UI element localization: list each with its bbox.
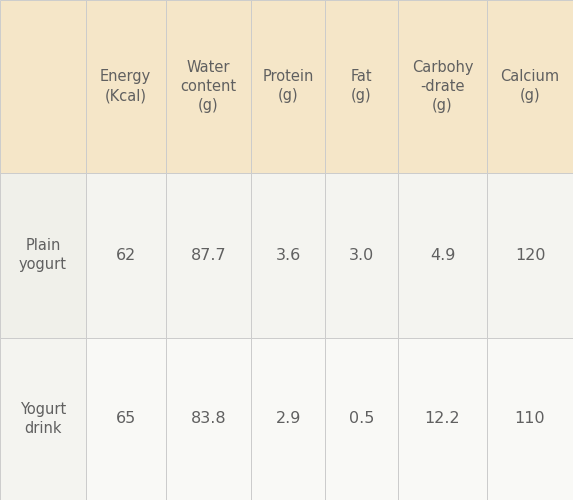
Bar	[0, 172, 86, 338]
Bar	[398, 0, 487, 172]
Bar	[325, 0, 398, 172]
Text: 120: 120	[515, 248, 545, 262]
Text: 87.7: 87.7	[191, 248, 226, 262]
Text: 65: 65	[116, 411, 136, 426]
Text: 12.2: 12.2	[425, 411, 460, 426]
Bar	[252, 172, 325, 338]
Text: 3.0: 3.0	[349, 248, 374, 262]
Bar	[252, 0, 325, 172]
Bar	[487, 0, 573, 172]
Text: Carbohy
-drate
(g): Carbohy -drate (g)	[412, 60, 473, 113]
Text: Energy
(Kcal): Energy (Kcal)	[100, 69, 151, 103]
Text: 4.9: 4.9	[430, 248, 455, 262]
Bar	[252, 338, 325, 500]
Text: Water
content
(g): Water content (g)	[180, 60, 237, 113]
Text: 110: 110	[515, 411, 545, 426]
Bar	[86, 172, 166, 338]
Text: 2.9: 2.9	[276, 411, 301, 426]
Bar	[166, 172, 252, 338]
Bar	[487, 172, 573, 338]
Bar	[0, 0, 86, 172]
Bar	[398, 338, 487, 500]
Bar	[325, 338, 398, 500]
Bar	[325, 172, 398, 338]
Bar	[166, 0, 252, 172]
Text: 83.8: 83.8	[191, 411, 226, 426]
Text: Yogurt
drink: Yogurt drink	[20, 402, 66, 436]
Bar	[487, 338, 573, 500]
Bar	[398, 172, 487, 338]
Text: 62: 62	[116, 248, 136, 262]
Bar	[86, 338, 166, 500]
Text: Protein
(g): Protein (g)	[262, 69, 314, 103]
Bar	[166, 338, 252, 500]
Bar	[86, 0, 166, 172]
Text: 3.6: 3.6	[276, 248, 301, 262]
Bar	[0, 338, 86, 500]
Text: Plain
yogurt: Plain yogurt	[19, 238, 67, 272]
Text: Fat
(g): Fat (g)	[351, 69, 372, 103]
Text: Calcium
(g): Calcium (g)	[500, 69, 560, 103]
Text: 0.5: 0.5	[348, 411, 374, 426]
